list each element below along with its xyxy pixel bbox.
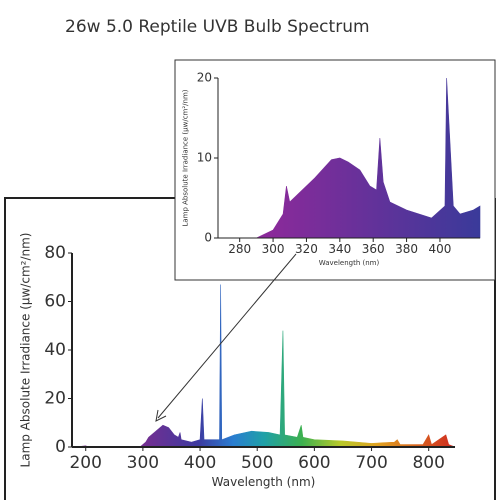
- y-tick-label: 20: [197, 71, 212, 85]
- x-tick-label: 300: [262, 242, 285, 256]
- x-tick-label: 280: [228, 242, 251, 256]
- x-tick-label: 320: [295, 242, 318, 256]
- x-tick-label: 200: [69, 453, 101, 473]
- y-tick-label: 60: [44, 292, 66, 312]
- chart-title: 26w 5.0 Reptile UVB Bulb Spectrum: [65, 17, 370, 37]
- y-tick-label: 0: [55, 437, 66, 457]
- y-tick-label: 0: [204, 231, 212, 245]
- pointer-arrow: [157, 253, 297, 419]
- y-axis-label: Lamp Absolute Irradiance (μw/cm²/nm): [182, 89, 190, 226]
- x-tick-label: 400: [428, 242, 451, 256]
- main-chart: 200 300 400 500 600 700 800 0 20 40 60 80 Wavelength…: [19, 233, 456, 489]
- y-tick-label: 80: [44, 243, 66, 263]
- y-axis-label: Lamp Absolute Irradiance (μw/cm²/nm): [19, 233, 33, 468]
- y-tick-label: 20: [44, 389, 66, 409]
- x-tick-label: 500: [241, 453, 273, 473]
- x-tick-label: 340: [328, 242, 351, 256]
- y-tick-label: 40: [44, 340, 66, 360]
- y-tick-label: 10: [197, 151, 212, 165]
- arrow-head: [155, 409, 167, 422]
- x-tick-label: 700: [355, 453, 387, 473]
- inset-chart: 280 300 320 340 360 380 400 0 10 20 Wavelength (nm…: [182, 71, 481, 267]
- x-axis-label: Wavelength (nm): [319, 259, 380, 267]
- spectrum-area: [74, 284, 456, 448]
- x-tick-label: 360: [362, 242, 385, 256]
- x-tick-label: 400: [184, 453, 216, 473]
- x-tick-label: 600: [298, 453, 330, 473]
- x-tick-label: 300: [127, 453, 159, 473]
- x-axis-label: Wavelength (nm): [212, 475, 316, 489]
- x-tick-label: 800: [412, 453, 444, 473]
- x-tick-label: 380: [395, 242, 418, 256]
- spectrum-area: [218, 77, 481, 239]
- frame: [4, 197, 175, 500]
